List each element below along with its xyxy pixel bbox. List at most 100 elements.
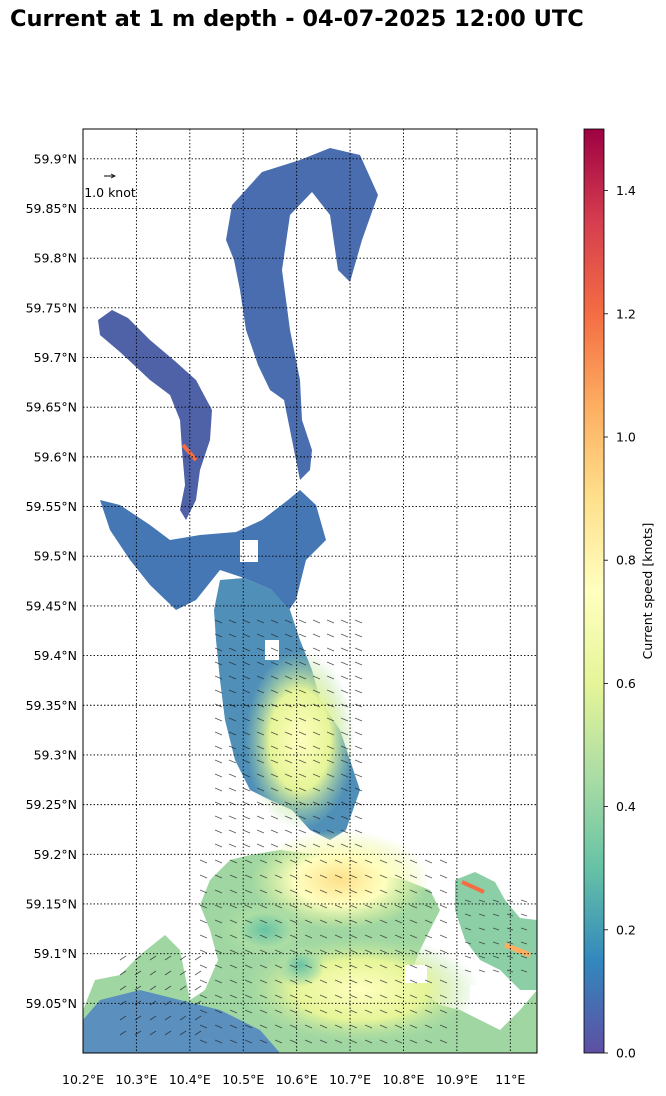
current-arrow: [409, 1024, 418, 1029]
latitude-tick-label: 59.7°N: [34, 350, 77, 365]
current-arrow: [506, 927, 514, 931]
current-arrow: [394, 1039, 403, 1044]
current-arrow: [228, 759, 237, 764]
current-arrow: [304, 889, 313, 894]
current-arrow: [334, 1024, 343, 1029]
current-arrow: [364, 859, 373, 864]
current-arrow: [242, 661, 251, 666]
current-arrow: [349, 964, 358, 969]
colorbar-tick-label: 1.4: [616, 183, 636, 198]
colorbar-ticks: 0.0 0.2 0.4 0.6 0.8 1.0 1.2 1.4: [604, 183, 636, 1061]
latitude-tick-label: 59.25°N: [26, 797, 77, 812]
island: [405, 965, 427, 983]
current-arrow: [284, 675, 293, 680]
current-arrow: [199, 1039, 208, 1044]
current-arrow: [228, 703, 237, 708]
current-arrow: [424, 1039, 433, 1044]
current-arrow: [214, 904, 223, 909]
current-arrow: [274, 964, 283, 969]
current-arrow: [289, 964, 298, 969]
current-arrow: [270, 759, 279, 764]
current-arrow: [379, 919, 388, 924]
current-arrow: [194, 970, 202, 976]
current-arrow: [304, 964, 313, 969]
current-arrow: [326, 703, 335, 708]
current-arrow: [228, 843, 237, 848]
current-arrow: [259, 1009, 268, 1014]
current-arrow: [492, 941, 500, 945]
current-arrow: [394, 1024, 403, 1029]
current-arrow: [424, 964, 433, 969]
current-arrow: [334, 949, 343, 954]
current-arrow: [354, 745, 363, 750]
current-arrow: [394, 889, 403, 894]
current-arrow: [284, 717, 293, 722]
current-arrow: [354, 633, 363, 638]
current-arrow: [354, 619, 363, 624]
current-arrow: [326, 619, 335, 624]
longitude-tick-label: 10.9°E: [436, 1072, 478, 1087]
current-arrow: [259, 934, 268, 939]
current-arrow: [349, 1039, 358, 1044]
current-arrow: [520, 969, 528, 973]
current-arrow: [256, 647, 265, 652]
current-arrow: [364, 949, 373, 954]
current-arrow: [298, 731, 307, 736]
current-arrow: [424, 919, 433, 924]
longitude-tick-label: 10.7°E: [329, 1072, 371, 1087]
latitude-tick-label: 59.35°N: [26, 698, 77, 713]
current-arrow: [214, 859, 223, 864]
current-arrow: [229, 934, 238, 939]
current-arrow: [284, 829, 293, 834]
current-arrow: [244, 889, 253, 894]
current-arrow: [409, 994, 418, 999]
current-arrow: [214, 1009, 223, 1014]
current-arrow: [464, 899, 472, 903]
current-arrow: [492, 899, 500, 903]
current-arrow: [379, 889, 388, 894]
current-arrow: [194, 955, 202, 961]
current-arrow: [164, 955, 172, 961]
current-arrow: [242, 675, 251, 680]
current-arrow: [349, 934, 358, 939]
current-arrow: [270, 731, 279, 736]
current-arrow: [364, 934, 373, 939]
current-arrow: [409, 874, 418, 879]
current-arrow: [270, 661, 279, 666]
current-arrow: [349, 994, 358, 999]
current-arrow: [284, 787, 293, 792]
map-frame: [82, 128, 538, 1054]
current-arrow: [354, 843, 363, 848]
latitude-tick-label: 59.65°N: [26, 400, 77, 415]
current-arrow: [394, 949, 403, 954]
current-arrow: [242, 815, 251, 820]
current-arrow: [289, 1024, 298, 1029]
current-arrow: [394, 979, 403, 984]
current-arrow: [340, 815, 349, 820]
current-arrow: [478, 913, 486, 917]
current-arrow: [256, 745, 265, 750]
current-arrow: [319, 949, 328, 954]
current-arrow: [394, 934, 403, 939]
current-arrow: [326, 647, 335, 652]
current-arrow: [259, 904, 268, 909]
current-arrow: [270, 689, 279, 694]
current-arrow: [326, 717, 335, 722]
current-arrow: [364, 904, 373, 909]
latitude-tick-label: 59.8°N: [34, 251, 77, 266]
current-arrow: [214, 675, 223, 680]
current-arrow: [199, 934, 208, 939]
current-arrow: [199, 949, 208, 954]
current-arrow: [334, 1039, 343, 1044]
current-arrow: [242, 843, 251, 848]
current-arrow: [354, 787, 363, 792]
current-arrow: [464, 927, 472, 931]
latitude-tick-label: 59.45°N: [26, 598, 77, 613]
current-arrow: [259, 889, 268, 894]
current-arrow: [284, 661, 293, 666]
current-arrow: [228, 745, 237, 750]
current-arrow: [319, 1024, 328, 1029]
latitude-tick-label: 59.2°N: [34, 847, 77, 862]
current-arrow: [242, 773, 251, 778]
current-arrow: [304, 904, 313, 909]
